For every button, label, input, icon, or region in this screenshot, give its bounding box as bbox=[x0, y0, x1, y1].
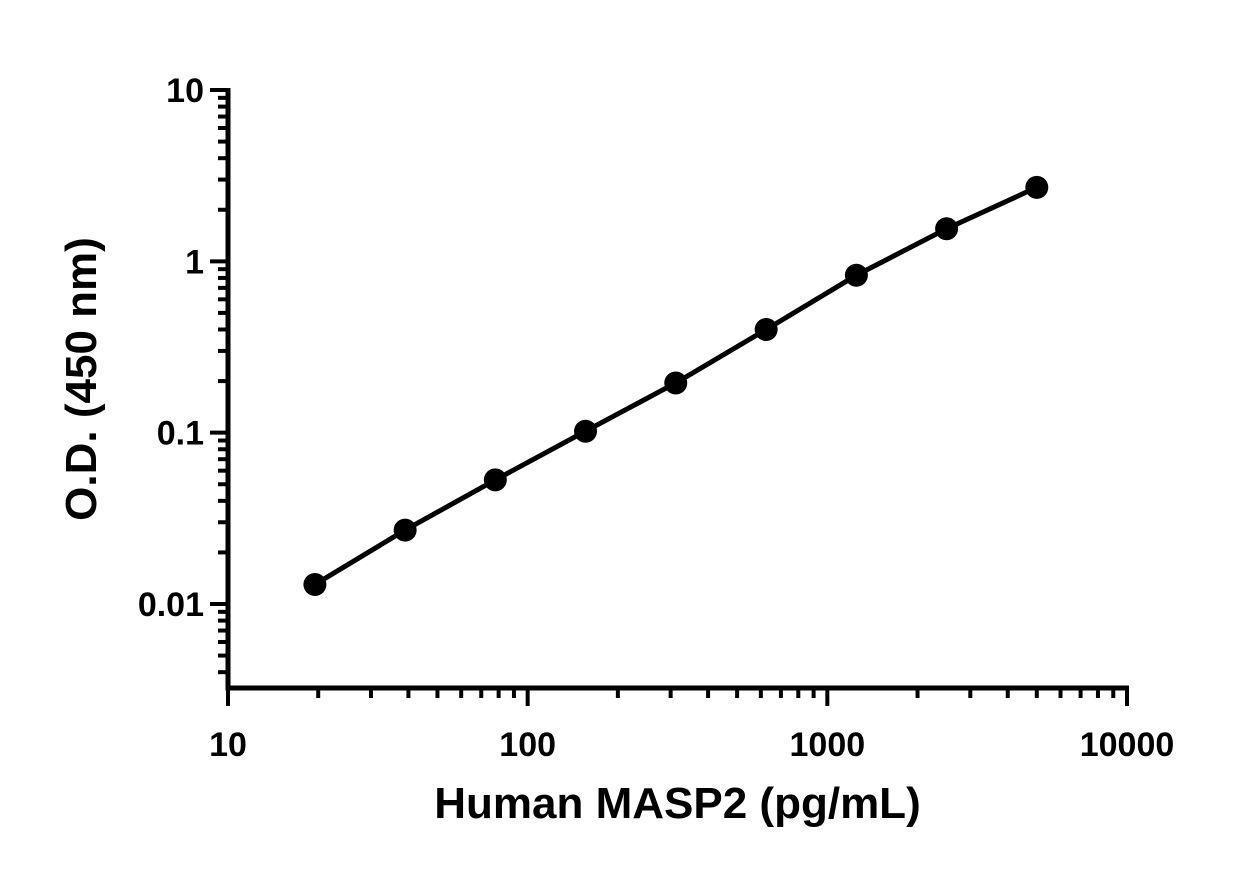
data-point bbox=[303, 572, 327, 596]
y-tick-label: 10 bbox=[166, 72, 204, 110]
y-tick-label: 1 bbox=[185, 243, 204, 281]
y-axis-title: O.D. (450 nm) bbox=[57, 237, 106, 521]
data-point bbox=[574, 419, 598, 443]
y-axis-major-ticks bbox=[210, 88, 228, 606]
x-axis-title: Human MASP2 (pg/mL) bbox=[434, 779, 920, 828]
data-point bbox=[935, 217, 959, 241]
x-axis-major-ticks bbox=[226, 688, 1129, 706]
data-point bbox=[393, 518, 417, 542]
y-tick-label: 0.01 bbox=[138, 586, 204, 624]
x-tick-label: 100 bbox=[499, 726, 556, 764]
x-tick-label: 1000 bbox=[790, 726, 866, 764]
data-points bbox=[303, 175, 1049, 596]
x-tick-label: 10000 bbox=[1080, 726, 1175, 764]
data-point bbox=[1025, 175, 1049, 199]
data-point bbox=[844, 263, 868, 287]
x-tick-label: 10 bbox=[209, 726, 247, 764]
y-axis-tick-labels: 0.01 0.1 1 10 bbox=[138, 72, 204, 624]
data-point bbox=[483, 468, 507, 492]
x-axis-tick-labels: 10 100 1000 10000 bbox=[209, 726, 1174, 764]
data-point bbox=[664, 371, 688, 395]
y-tick-label: 0.1 bbox=[157, 415, 204, 453]
data-point bbox=[754, 318, 778, 342]
